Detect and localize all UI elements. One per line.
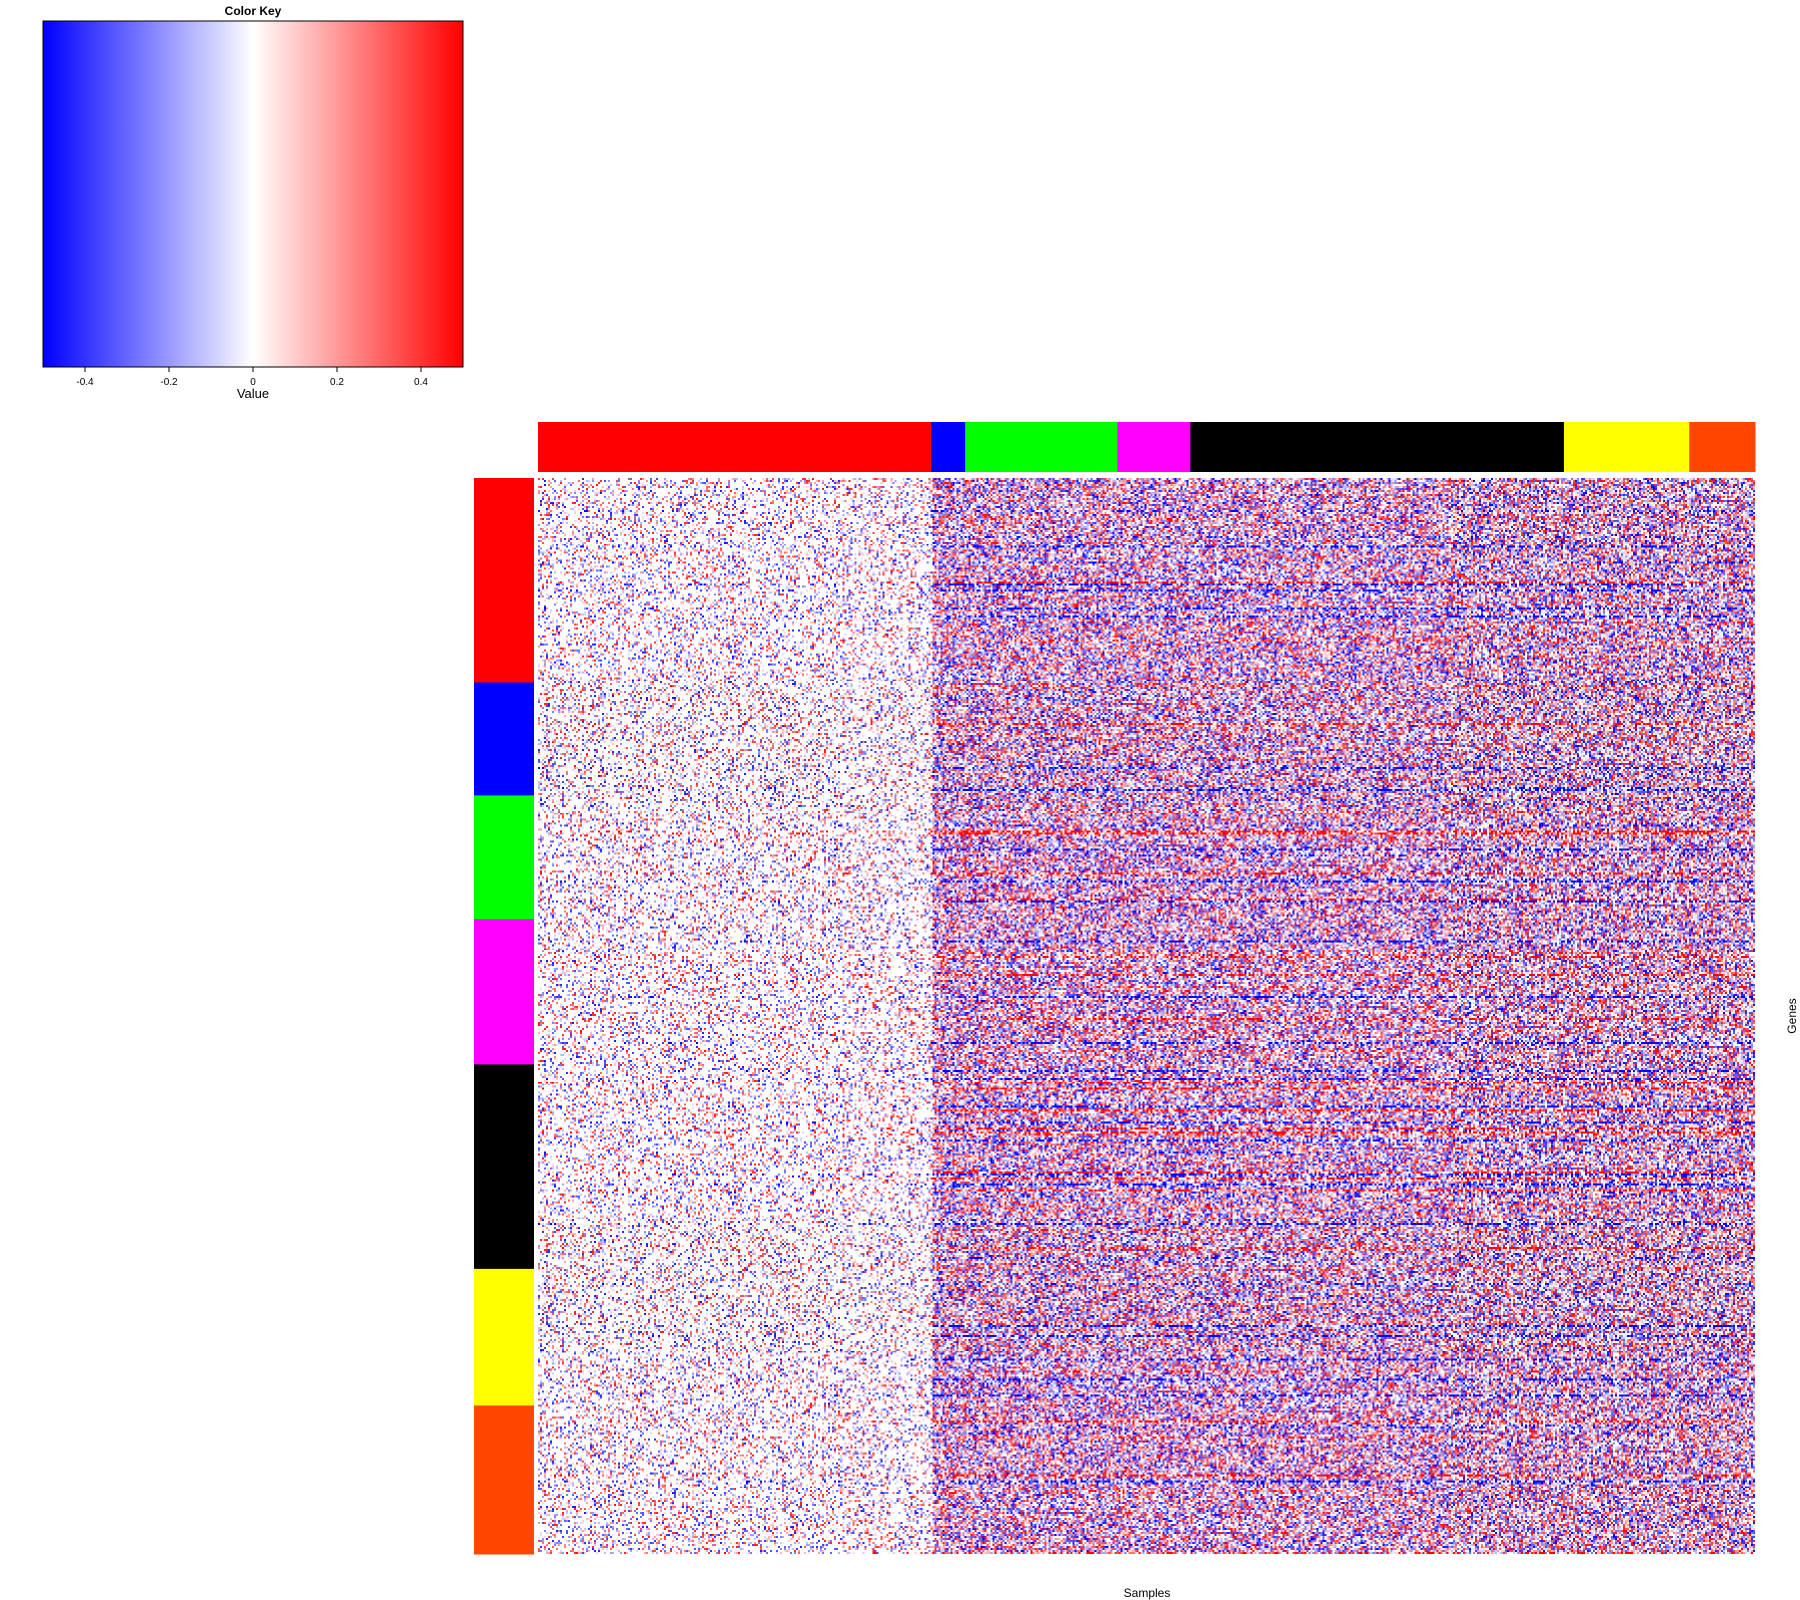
color-key-gradient <box>42 20 464 368</box>
row-group-2 <box>474 682 534 796</box>
column-group-2 <box>931 422 966 472</box>
column-side-colors <box>538 422 1756 472</box>
column-group-5 <box>1190 422 1565 472</box>
row-side-colors <box>474 478 534 1555</box>
y-axis-label: Genes <box>1785 998 1799 1033</box>
row-group-7 <box>474 1405 534 1555</box>
row-group-4 <box>474 919 534 1065</box>
column-group-7 <box>1689 422 1756 472</box>
row-group-5 <box>474 1064 534 1270</box>
color-key-xlabel: Value <box>237 386 269 401</box>
color-key-tick-label: 0 <box>250 377 256 388</box>
column-group-6 <box>1563 422 1690 472</box>
heatmap-cells <box>538 478 1755 1554</box>
color-key: Color Key -0.4 -0.2 0 0.2 0.4 Value <box>42 4 464 401</box>
row-group-3 <box>474 795 534 920</box>
column-group-1 <box>538 422 932 472</box>
column-group-3 <box>965 422 1118 472</box>
color-key-tick-label: 0.2 <box>330 377 344 388</box>
row-group-1 <box>474 478 534 683</box>
row-group-6 <box>474 1268 534 1407</box>
color-key-tick-label: 0.4 <box>414 377 428 388</box>
heatmap-matrix <box>538 478 1755 1554</box>
color-key-tick-label: -0.2 <box>160 377 178 388</box>
x-axis-label: Samples <box>1124 1586 1171 1600</box>
color-key-title: Color Key <box>225 4 282 18</box>
color-key-tick-label: -0.4 <box>76 377 94 388</box>
color-key-ticks: -0.4 -0.2 0 0.2 0.4 <box>76 367 428 388</box>
column-group-4 <box>1117 422 1191 472</box>
